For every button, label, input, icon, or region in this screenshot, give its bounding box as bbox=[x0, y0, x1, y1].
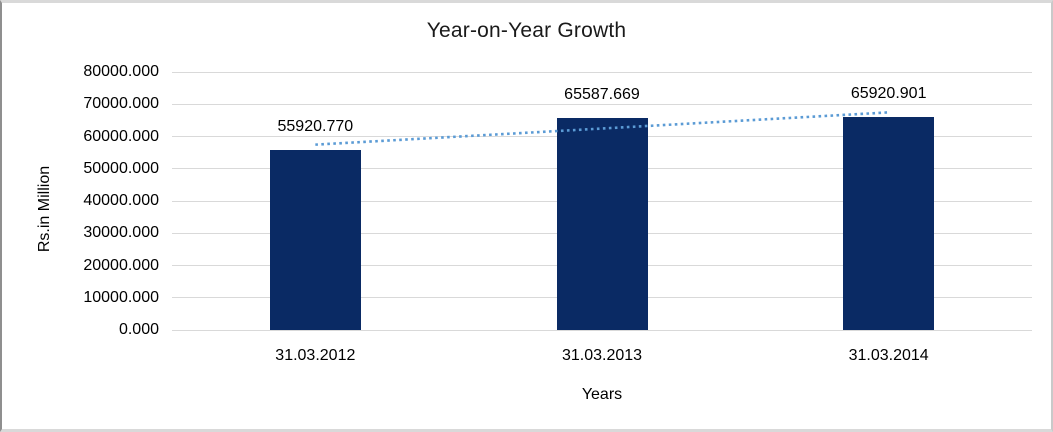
y-tick-label: 70000.000 bbox=[83, 95, 159, 113]
x-tick-label: 31.03.2014 bbox=[848, 347, 929, 364]
chart-title: Year-on-Year Growth bbox=[426, 19, 627, 42]
data-label: 65920.901 bbox=[850, 85, 927, 103]
y-tick-label: 50000.000 bbox=[83, 159, 159, 177]
plot-area: 55920.770 65587.669 65920.901 bbox=[172, 71, 1032, 331]
y-tick-label: 30000.000 bbox=[83, 224, 159, 242]
data-label: 55920.770 bbox=[277, 117, 354, 135]
y-axis-tick-labels: 0.000 10000.000 20000.000 30000.000 40000.00… bbox=[2, 63, 159, 338]
bar-31.03.2012 bbox=[269, 149, 361, 330]
bar-31.03.2014 bbox=[843, 117, 935, 330]
bar-31.03.2013 bbox=[556, 118, 648, 330]
gridline bbox=[172, 71, 1032, 73]
x-tick-label: 31.03.2013 bbox=[561, 347, 643, 364]
y-tick-label: 20000.000 bbox=[83, 256, 159, 274]
y-tick-label: 0.000 bbox=[118, 321, 159, 338]
data-label: 65587.669 bbox=[564, 86, 640, 104]
y-tick-label: 60000.000 bbox=[83, 127, 159, 145]
y-tick-label: 80000.000 bbox=[83, 63, 159, 80]
trendline bbox=[315, 111, 889, 146]
gridline bbox=[172, 103, 1032, 105]
y-tick-label: 10000.000 bbox=[83, 288, 159, 306]
x-axis-tick-labels: 31.03.2012 31.03.2013 31.03.2014 bbox=[172, 347, 1032, 367]
x-tick-label: 31.03.2012 bbox=[275, 347, 356, 364]
y-tick-label: 40000.000 bbox=[83, 192, 159, 209]
x-axis-title: Years bbox=[581, 386, 623, 403]
gridline bbox=[172, 329, 1032, 331]
